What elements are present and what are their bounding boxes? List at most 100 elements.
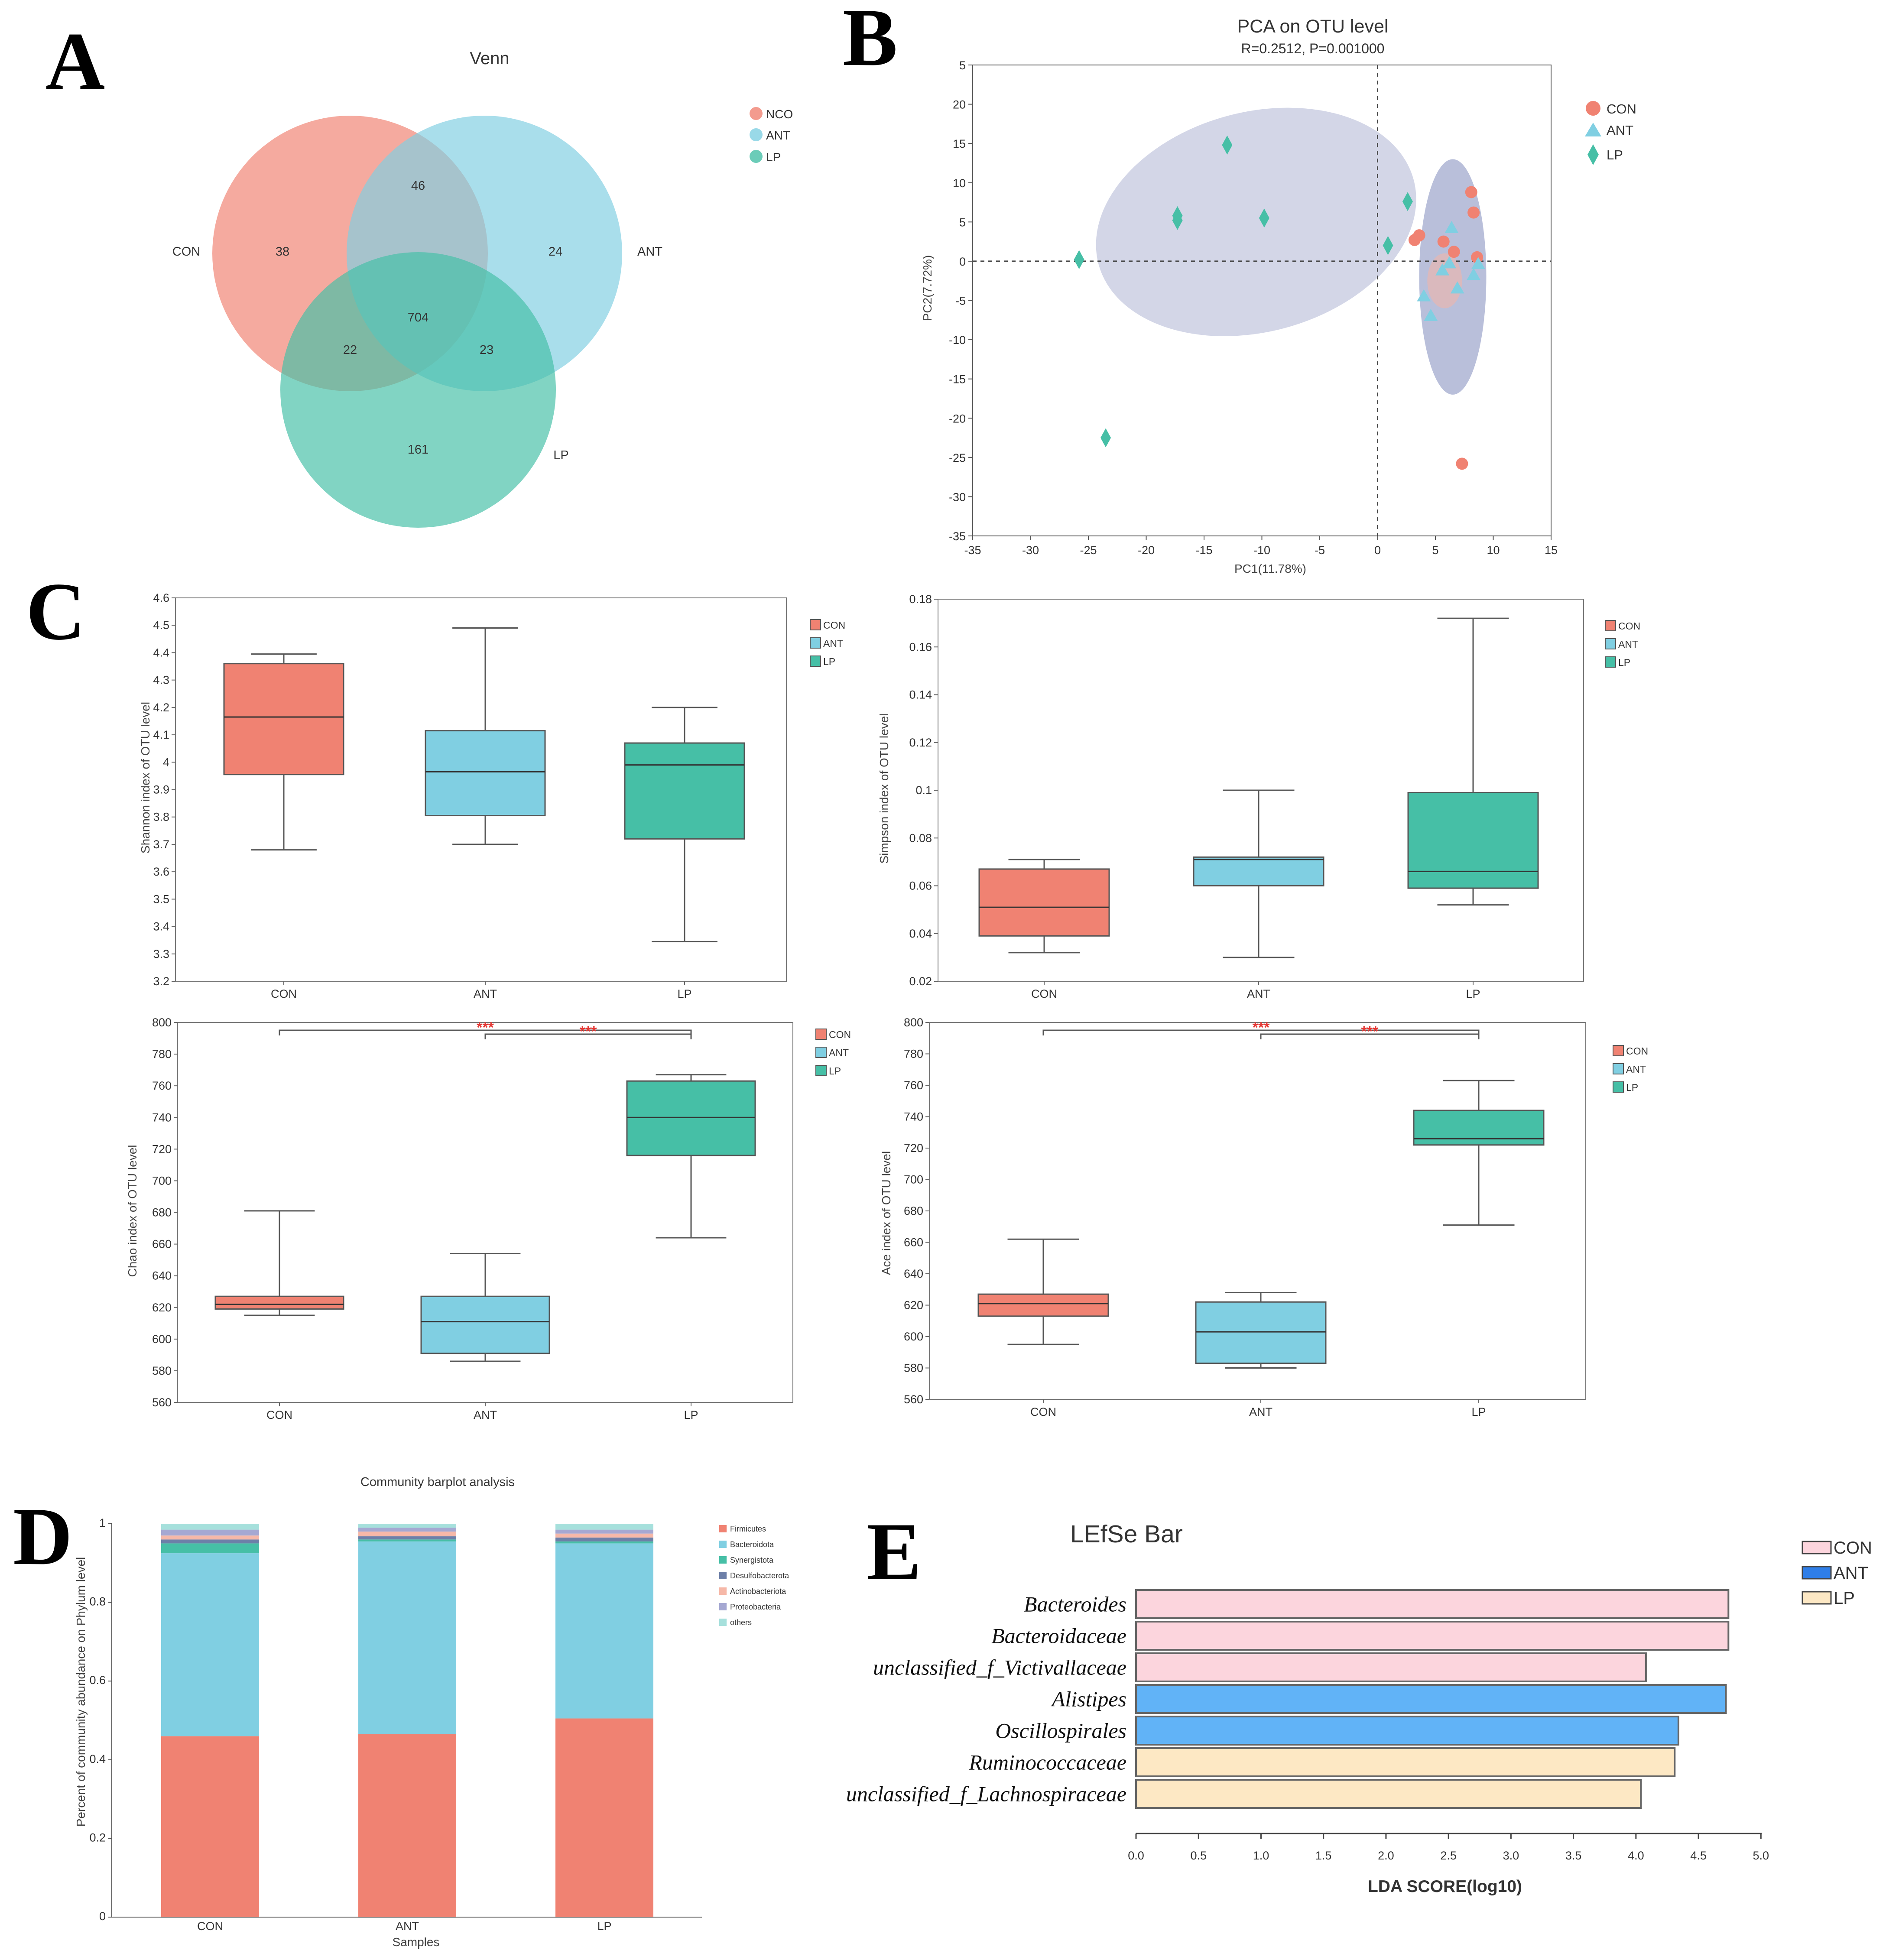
panel-label-b: B [843, 0, 898, 83]
community-y-tick-label: 0.4 [89, 1752, 106, 1765]
pca-x-axis-label: PC1(11.78%) [1234, 562, 1306, 575]
community-legend-swatch-firmicutes [719, 1525, 727, 1532]
pca-point-ant [1445, 221, 1459, 233]
community-bar-segment-synergistota [161, 1543, 259, 1554]
lefse-legend-con: CON [1834, 1538, 1872, 1558]
chao-legend-ant: ANT [829, 1047, 849, 1058]
community-y-tick-label: 0 [99, 1910, 106, 1923]
simpson-legend-swatch-con [1605, 620, 1616, 631]
pca-x-tick-label: 0 [1374, 544, 1381, 557]
community-bar-segment-bacteroidota [358, 1541, 456, 1734]
community-legend-firmicutes: Firmicutes [730, 1525, 766, 1533]
venn-set-label-lp: LP [553, 448, 568, 462]
pca-point-con [1456, 458, 1468, 470]
community-bar-segment-proteobacteria [358, 1528, 456, 1532]
community-bar-segment-actinobacteriota [358, 1532, 456, 1537]
lefse-legend-swatch-con [1802, 1541, 1832, 1554]
ace-y-tick-label: 620 [904, 1299, 923, 1312]
shannon-y-tick-label: 4.4 [153, 646, 169, 659]
pca-legend-ant: ANT [1607, 123, 1633, 138]
community-bar-segment-bacteroidota [555, 1543, 653, 1719]
community-bar-segment-others [555, 1524, 653, 1530]
community-bar-segment-bacteroidota [161, 1553, 259, 1736]
pca-y-tick-label: 20 [953, 98, 966, 111]
simpson-legend-ant: ANT [1618, 639, 1638, 650]
pca-x-tick-label: -25 [1080, 544, 1097, 557]
chao-significance-label: *** [580, 1023, 597, 1040]
venn-legend-ant: ANT [766, 129, 790, 142]
pca-y-tick-label: 5 [959, 216, 966, 229]
chao-significance-bracket [484, 1033, 692, 1039]
lefse-x-tick-label: 0.0 [1128, 1849, 1144, 1862]
pca-point-ant [1435, 263, 1450, 276]
shannon-legend-swatch-lp [810, 655, 821, 667]
community-legend-swatch-bacteroidota [719, 1541, 727, 1548]
shannon-y-axis-label: Shannon index of OTU level [139, 702, 152, 853]
lefse-x-tick-label: 4.0 [1628, 1849, 1644, 1862]
shannon-box-con [223, 663, 344, 776]
simpson-x-tick-label: CON [1031, 987, 1057, 1000]
chao-y-tick-label: 700 [152, 1174, 172, 1187]
shannon-y-tick-label: 4.1 [153, 728, 169, 741]
pca-y-tick-label: -20 [949, 412, 966, 425]
lefse-x-tick-label: 1.5 [1315, 1849, 1332, 1862]
chao-x-tick-label: CON [266, 1408, 292, 1421]
lefse-x-tick-label: 1.0 [1253, 1849, 1269, 1862]
pca-point-con [1413, 229, 1425, 242]
simpson-y-tick-label: 0.14 [909, 688, 932, 701]
pca-x-tick-label: -35 [964, 544, 981, 557]
simpson-legend-swatch-lp [1605, 656, 1616, 668]
ace-y-tick-label: 780 [904, 1048, 923, 1061]
lefse-x-tick-label: 3.5 [1565, 1849, 1582, 1862]
lefse-bar-bacteroidaceae [1135, 1621, 1730, 1651]
pca-point-con [1437, 235, 1450, 248]
community-legend-synergistota: Synergistota [730, 1556, 774, 1564]
community-bar-segment-others [161, 1524, 259, 1530]
community-bar-segment-synergistota [555, 1541, 653, 1544]
lefse-bar-bacteroides [1135, 1589, 1730, 1619]
pca-legend-swatch-ant [1585, 123, 1601, 136]
ace-y-tick-label: 560 [904, 1393, 923, 1406]
community-bar-segment-desulfobacterota [358, 1536, 456, 1540]
pca-y-tick-label: -30 [949, 490, 966, 503]
ace-significance-bracket [1042, 1029, 1480, 1035]
shannon-legend-swatch-ant [810, 637, 821, 649]
community-legend-bacteroidota: Bacteroidota [730, 1540, 774, 1549]
pca-x-tick-label: -5 [1315, 544, 1325, 557]
pca-x-tick-label: -15 [1195, 544, 1212, 557]
community-legend-others: others [730, 1618, 752, 1627]
chao-significance-bracket [279, 1029, 692, 1035]
pca-y-axis-label: PC2(7.72%) [921, 255, 934, 321]
community-y-tick-label: 0.8 [89, 1595, 106, 1608]
community-y-tick-label: 1 [99, 1516, 106, 1529]
pca-x-tick-label: -30 [1022, 544, 1039, 557]
lefse-legend-lp: LP [1834, 1589, 1855, 1608]
venn-diagram: Venn CON ANT LP 38 24 161 46 22 23 704 N… [172, 49, 793, 528]
ace-y-tick-label: 580 [904, 1362, 923, 1375]
community-bar-segment-firmicutes [161, 1736, 259, 1917]
chao-legend-swatch-ant [815, 1047, 827, 1058]
venn-legend-lp: LP [766, 150, 781, 164]
ace-x-tick-label: ANT [1249, 1405, 1272, 1418]
community-legend-swatch-desulfobacterota [719, 1572, 727, 1579]
community-legend-proteobacteria: Proteobacteria [730, 1603, 781, 1611]
ace-y-tick-label: 740 [904, 1110, 923, 1123]
lefse-bar-label: Oscillospirales [995, 1719, 1126, 1743]
ace-y-tick-label: 700 [904, 1173, 923, 1186]
lefse-bar-oscillospirales [1135, 1716, 1679, 1746]
community-bar-segment-desulfobacterota [555, 1537, 653, 1541]
chao-legend-lp: LP [829, 1065, 841, 1077]
pca-point-ant [1450, 281, 1464, 294]
simpson-box-con [978, 868, 1110, 937]
pca-legend-swatch-con [1586, 101, 1600, 116]
pca-point-lp [1172, 211, 1183, 230]
simpson-y-tick-label: 0.1 [915, 784, 932, 797]
panel-label-e: E [867, 1506, 922, 1597]
pca-title: PCA on OTU level [1237, 16, 1389, 37]
lefse-x-tick-label: 5.0 [1753, 1849, 1769, 1862]
ace-significance-bracket [1260, 1033, 1480, 1039]
community-x-tick-label: ANT [396, 1920, 419, 1933]
pca-y-tick-label: 15 [953, 137, 966, 150]
shannon-y-tick-label: 4 [163, 756, 169, 769]
